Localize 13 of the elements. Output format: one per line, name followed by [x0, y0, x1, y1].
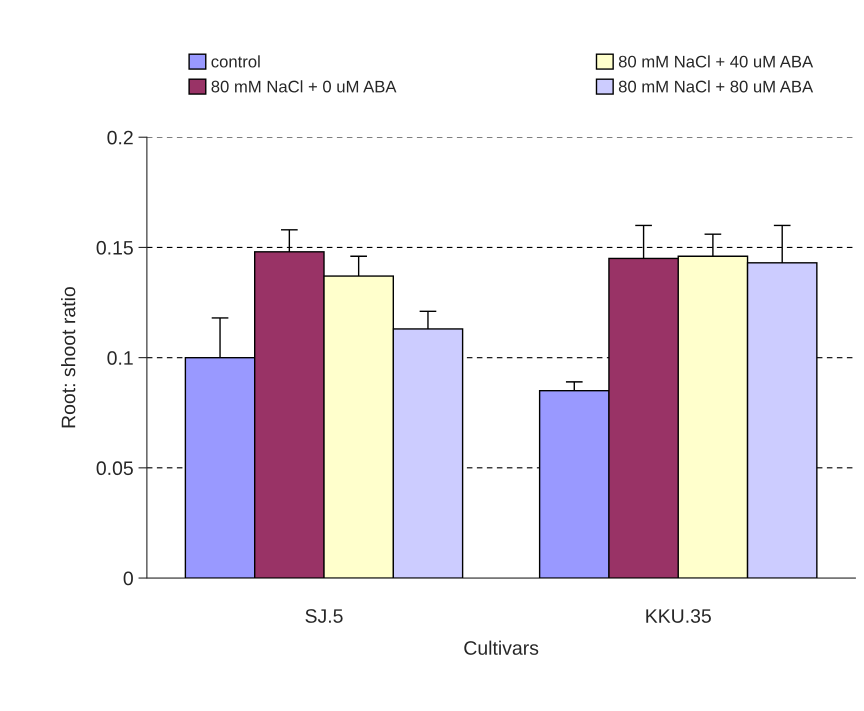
legend-label: control: [211, 55, 260, 68]
y-tick-label: 0.1: [107, 351, 133, 365]
y-tick-label: 0.2: [107, 130, 133, 144]
x-axis-title: Cultivars: [464, 640, 538, 655]
legend-label: 80 mM NaCl + 40 uM ABA: [618, 55, 814, 68]
y-tick-label: 0.15: [96, 240, 133, 255]
y-axis-title: Root: shoot ratio: [61, 287, 76, 428]
x-tick-label: KKU.35: [646, 609, 711, 623]
legend-label: 80 mM NaCl + 80 uM ABA: [618, 80, 814, 92]
y-tick-label: 0: [124, 572, 133, 586]
y-tick-label: 0.05: [96, 461, 133, 476]
x-tick-label: SJ.5: [305, 609, 343, 623]
legend-label: 80 mM NaCl + 0 uM ABA: [211, 80, 396, 92]
